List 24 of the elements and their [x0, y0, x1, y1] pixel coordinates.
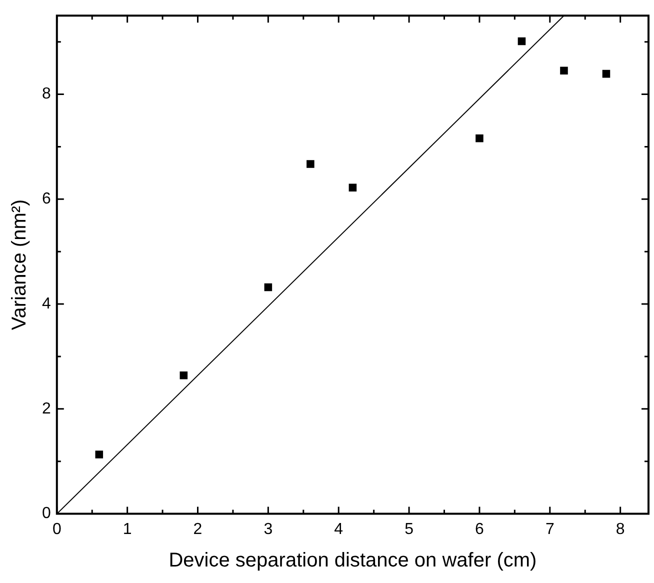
- y-tick-label: 0: [42, 505, 51, 522]
- x-tick-label: 7: [545, 520, 554, 538]
- y-axis-title: Variance (nm²): [8, 199, 31, 330]
- point: [560, 66, 568, 75]
- x-tick-label: 8: [616, 520, 625, 538]
- point: [180, 371, 188, 380]
- x-axis-title: Device separation distance on wafer (cm): [168, 550, 537, 572]
- point: [95, 450, 104, 458]
- x-tick-label: 6: [475, 520, 484, 538]
- y-tick-label: 4: [42, 295, 51, 312]
- point: [348, 184, 357, 192]
- x-tick-label: 5: [404, 520, 414, 538]
- x-tick-label: 3: [264, 520, 273, 538]
- point: [518, 37, 526, 46]
- x-tick-label: 2: [193, 520, 202, 538]
- point: [264, 283, 272, 292]
- point: [602, 70, 610, 78]
- x-tick-label: 4: [334, 520, 344, 538]
- point: [476, 134, 484, 142]
- point: [306, 160, 314, 168]
- y-tick-label: 6: [42, 190, 51, 208]
- y-tick-label: 2: [42, 400, 51, 418]
- y-tick-label: 8: [42, 86, 51, 103]
- x-tick-label: 1: [122, 520, 132, 538]
